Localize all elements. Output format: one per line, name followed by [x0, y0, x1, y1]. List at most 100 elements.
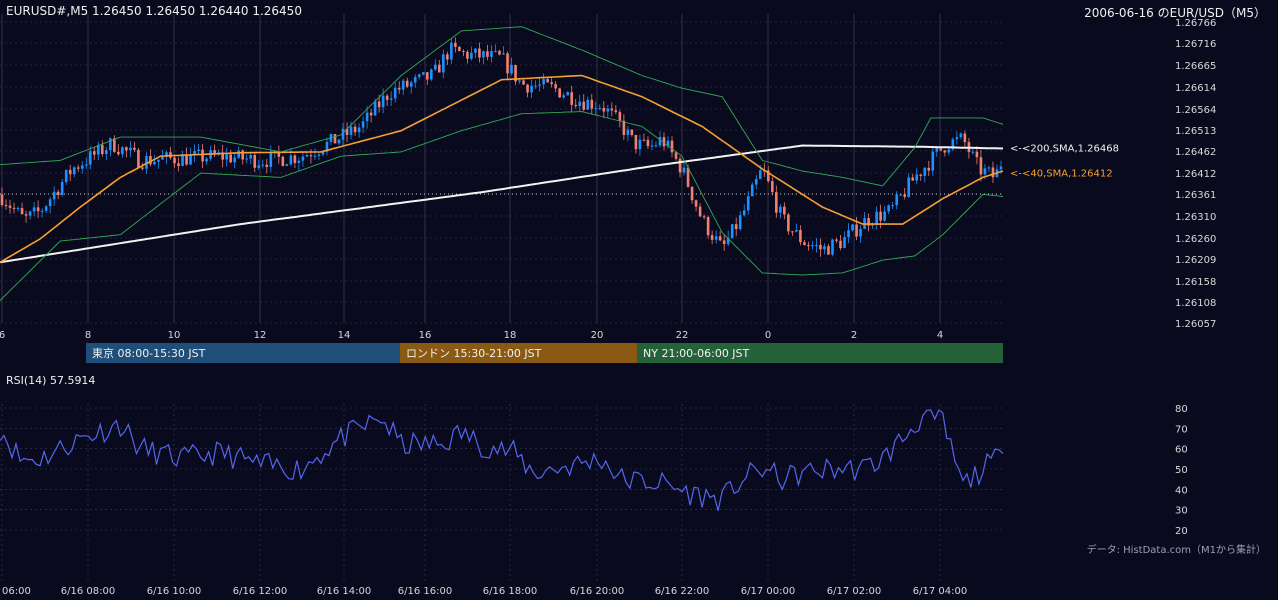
- candle-down: [590, 99, 594, 109]
- hour-tick-label: 14: [338, 330, 351, 341]
- candle-up: [88, 151, 92, 165]
- candle-up: [795, 229, 798, 232]
- candle-down: [771, 181, 774, 193]
- candle-down: [281, 156, 285, 166]
- candle-down: [791, 231, 794, 233]
- candle-up: [161, 156, 164, 160]
- hour-tick-label: 4: [937, 330, 943, 341]
- candle-down: [554, 84, 557, 89]
- candle-up: [181, 154, 184, 166]
- hour-tick-label: 12: [254, 330, 267, 341]
- candle-up: [60, 182, 64, 195]
- candle-up: [64, 169, 68, 183]
- candle-down: [345, 128, 349, 135]
- candle-up: [269, 152, 273, 167]
- candle-down: [397, 87, 401, 90]
- symbol-info: EURUSD#,M5 1.26450 1.26450 1.26440 1.264…: [6, 4, 302, 18]
- candle-up: [393, 87, 397, 99]
- candle-down: [686, 167, 690, 187]
- candle-up: [494, 50, 497, 52]
- candle-up: [951, 139, 955, 150]
- price-tick-label: 1.26462: [1175, 147, 1216, 158]
- candle-down: [614, 110, 618, 113]
- candle-up: [883, 211, 886, 221]
- time-axis-label: 6/16 20:00: [570, 586, 624, 597]
- candle-up: [534, 85, 537, 87]
- candle-down: [855, 224, 858, 237]
- candle-up: [754, 178, 758, 185]
- candle-down: [622, 120, 626, 135]
- time-axis-label: 6/17 00:00: [741, 586, 795, 597]
- candle-up: [96, 144, 100, 155]
- rsi-tick-label: 80: [1175, 404, 1188, 415]
- candle-down: [68, 169, 72, 175]
- candle-up: [887, 205, 890, 212]
- candle-up: [895, 194, 898, 206]
- candle-down: [12, 207, 16, 209]
- candle-down: [722, 240, 726, 245]
- candle-down: [943, 150, 947, 153]
- candle-up: [626, 129, 630, 135]
- candle-up: [417, 74, 421, 77]
- candle-down: [799, 229, 802, 243]
- candle-up: [289, 155, 293, 165]
- candle-up: [233, 157, 237, 163]
- candle-down: [425, 72, 429, 80]
- candle-down: [582, 101, 586, 110]
- candle-down: [446, 54, 449, 60]
- candle-down: [702, 216, 706, 218]
- price-tick-label: 1.26716: [1175, 39, 1216, 50]
- candle-up: [638, 139, 642, 150]
- candle-down: [458, 46, 461, 52]
- candle-down: [117, 151, 120, 155]
- price-tick-label: 1.26513: [1175, 126, 1216, 137]
- rsi-tick-label: 70: [1175, 424, 1188, 435]
- candle-down: [787, 214, 790, 232]
- session-label: ロンドン 15:30-21:00 JST: [406, 347, 542, 360]
- time-axis-label: 6/17 02:00: [827, 586, 881, 597]
- candle-up: [337, 139, 341, 144]
- candle-down: [137, 149, 140, 168]
- candle-down: [602, 107, 606, 112]
- candle-up: [538, 84, 541, 86]
- candle-up: [730, 224, 734, 239]
- hour-tick-label: 2: [851, 330, 857, 341]
- candle-up: [16, 208, 20, 210]
- candle-up: [32, 207, 36, 212]
- candle-down: [630, 129, 634, 136]
- session-bar: [86, 343, 400, 363]
- candle-down: [903, 194, 907, 197]
- candle-down: [807, 245, 810, 247]
- candle-up: [542, 79, 545, 85]
- candle-down: [803, 242, 806, 246]
- candle-down: [265, 164, 269, 167]
- price-tick-label: 1.26564: [1175, 105, 1216, 116]
- candle-down: [678, 158, 682, 173]
- candle-up: [742, 210, 746, 216]
- candle-down: [522, 80, 525, 85]
- candle-down: [706, 217, 710, 236]
- candle-up: [891, 205, 894, 207]
- candle-down: [253, 154, 257, 168]
- candle-down: [827, 246, 830, 255]
- price-tick-label: 1.26260: [1175, 234, 1216, 245]
- candle-up: [193, 151, 196, 155]
- candle-up: [401, 80, 405, 90]
- candle-down: [775, 192, 778, 213]
- candle-down: [646, 139, 650, 147]
- candle-up: [654, 145, 658, 147]
- candle-down: [514, 64, 517, 82]
- candle-up: [40, 210, 44, 212]
- candle-down: [558, 88, 561, 98]
- candle-down: [911, 177, 915, 181]
- candle-up: [434, 64, 437, 70]
- hour-tick-label: 8: [85, 330, 91, 341]
- candle-down: [570, 92, 574, 105]
- candle-down: [377, 101, 381, 108]
- candle-up: [650, 145, 654, 147]
- candle-down: [835, 239, 838, 241]
- rsi-tick-label: 20: [1175, 526, 1188, 537]
- candle-up: [317, 154, 321, 156]
- candle-up: [474, 48, 477, 53]
- candle-up: [658, 137, 662, 146]
